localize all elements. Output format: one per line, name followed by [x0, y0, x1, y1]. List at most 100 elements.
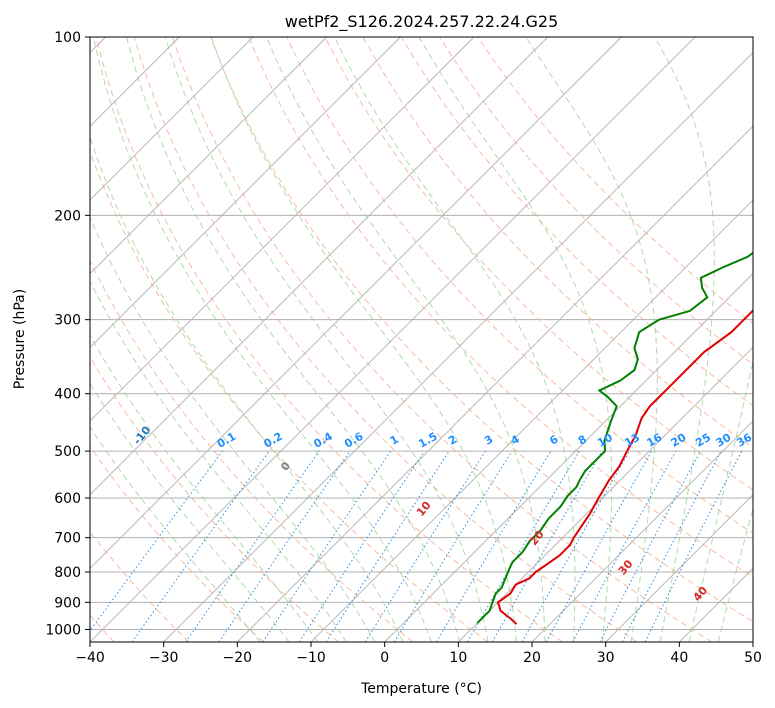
y-axis-title: Pressure (hPa)	[12, 289, 28, 389]
dry-adiabat-label: -10	[131, 423, 154, 447]
mixing-ratio-line	[599, 450, 701, 642]
isotherm-line	[237, 125, 753, 642]
moist-adiabat-line	[90, 135, 404, 642]
isotherm-line	[752, 641, 753, 642]
y-tick-label: 100	[54, 30, 81, 46]
mixing-ratio-line	[131, 450, 270, 642]
isotherm-line	[90, 37, 622, 569]
moist-adiabat-line	[525, 37, 658, 642]
mixing-ratio-line	[644, 450, 743, 642]
isotherm-line	[90, 37, 254, 201]
moist-adiabat-line	[418, 37, 613, 642]
moist-adiabat-line	[210, 37, 517, 642]
moist-adiabat-line	[717, 506, 753, 642]
moist-adiabat-line	[688, 358, 753, 642]
moist-adiabat-line	[164, 37, 489, 642]
mixing-ratio-label: 6	[547, 433, 560, 448]
plot-frame	[89, 36, 754, 643]
moist-adiabat-label: 20	[527, 528, 547, 548]
dry-adiabat-line	[90, 445, 264, 642]
x-tick-label: 20	[523, 650, 541, 666]
mixing-ratio-label: 0.6	[342, 430, 366, 451]
isotherm-line	[90, 37, 475, 422]
mixing-ratio-line	[521, 450, 630, 642]
y-tick-label: 500	[54, 444, 81, 460]
moist-adiabat-line	[90, 382, 290, 642]
x-tick-label: 50	[744, 650, 762, 666]
moist-adiabat-line	[90, 426, 261, 642]
x-tick-label: 40	[670, 650, 688, 666]
isotherm-line	[458, 346, 753, 642]
moist-adiabat-label: 10	[414, 499, 434, 519]
y-tick-label: 200	[54, 208, 81, 224]
y-tick-label: 700	[54, 531, 81, 547]
mixing-ratio-label: 30	[714, 431, 734, 450]
mixing-ratio-line	[90, 450, 223, 632]
dry-adiabat-line	[90, 259, 414, 642]
mixing-ratio-label: 13	[622, 431, 642, 450]
mixing-ratio-line	[185, 450, 320, 642]
mixing-ratio-line	[393, 450, 513, 642]
mixing-ratio-label: 20	[669, 431, 689, 450]
mixing-ratio-label: 0.2	[262, 430, 285, 451]
mixing-ratio-line	[262, 450, 392, 642]
x-tick-label: −10	[296, 650, 326, 666]
y-tick-label: 900	[54, 595, 81, 611]
mixing-ratio-label: 25	[693, 431, 713, 450]
isotherm-line	[90, 37, 548, 496]
mixing-ratio-label: 0.1	[215, 430, 238, 451]
isotherm-line	[605, 494, 753, 642]
mixing-ratio-line	[218, 450, 351, 642]
dry-adiabat-line	[90, 531, 190, 642]
dry-adiabat-line	[90, 356, 339, 642]
mixing-ratio-label: 4	[509, 433, 522, 448]
mixing-ratio-line	[572, 450, 677, 642]
x-axis-title: Temperature (°C)	[360, 681, 482, 697]
mixing-ratio-label: 3	[482, 433, 495, 448]
moist-adiabat-label: 40	[690, 584, 710, 604]
moist-adiabat-line	[92, 37, 432, 642]
dry-adiabat-line	[286, 37, 753, 534]
sounding-traces	[476, 251, 753, 625]
moist-adiabat-line	[654, 37, 715, 642]
dry-adiabat-line	[324, 37, 753, 491]
axes: −40 −30 −20 −10 0 10 20 30 40 5010020030040050060…	[45, 30, 762, 666]
dewpoint-profile	[476, 251, 753, 624]
moist-adiabat-line	[266, 37, 546, 642]
moist-adiabat-line	[90, 334, 319, 642]
mixing-ratio-label: 36	[734, 431, 754, 450]
isotherm-line	[531, 420, 753, 642]
x-tick-label: −40	[75, 650, 105, 666]
x-tick-label: 0	[380, 650, 389, 666]
y-tick-label: 800	[54, 565, 81, 581]
mixing-ratio-line	[298, 450, 425, 642]
dry-adiabat-line	[95, 37, 563, 642]
mixing-ratio-label: 16	[644, 431, 664, 450]
moist-adiabat-label: 30	[616, 557, 636, 577]
dry-adiabat-line	[171, 37, 712, 642]
moist-adiabat-label: 0	[278, 459, 293, 473]
dry-adiabat-line	[210, 37, 753, 623]
y-tick-label: 300	[54, 313, 81, 329]
moist-adiabat-line	[90, 215, 376, 642]
isotherm-line	[163, 52, 753, 642]
y-tick-label: 400	[54, 387, 81, 403]
background-lines	[90, 37, 753, 642]
temperature-profile	[496, 309, 753, 625]
isotherm-line	[90, 37, 696, 642]
x-tick-label: 30	[597, 650, 615, 666]
moist-adiabat-line	[126, 37, 461, 642]
chart-title: wetPf2_S126.2024.257.22.24.G25	[285, 12, 559, 32]
x-tick-label: 10	[449, 650, 467, 666]
mixing-ratio-label: 1	[388, 433, 401, 448]
y-tick-label: 1000	[45, 622, 81, 638]
isotherm-line	[90, 37, 327, 275]
isotherm-line	[310, 199, 753, 642]
y-tick-label: 600	[54, 491, 81, 507]
x-tick-label: −30	[149, 650, 179, 666]
isotherm-line	[384, 273, 753, 642]
dry-adiabat-line	[133, 37, 638, 642]
dry-adiabat-line	[248, 37, 753, 578]
dry-adiabat-line	[90, 150, 488, 642]
